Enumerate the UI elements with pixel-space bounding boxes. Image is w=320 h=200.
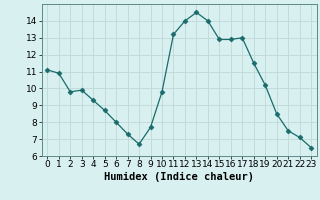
X-axis label: Humidex (Indice chaleur): Humidex (Indice chaleur) bbox=[104, 172, 254, 182]
